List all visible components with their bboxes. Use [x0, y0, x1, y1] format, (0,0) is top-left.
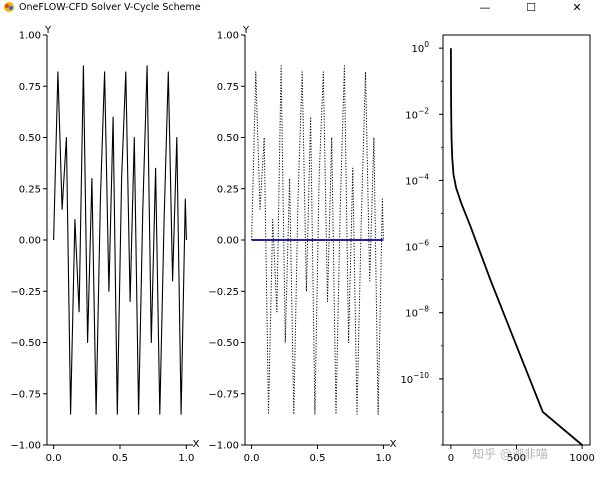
y-tick-label: 0.75 — [217, 82, 239, 93]
x-tick-label: 1.0 — [375, 453, 391, 464]
y-tick-label: 10−8 — [405, 305, 429, 320]
y-tick-label: 0.25 — [19, 184, 41, 195]
y-tick-label: 0.75 — [19, 82, 41, 93]
x-tick-label: 0.5 — [310, 453, 326, 464]
y-tick-label: 10−2 — [405, 106, 429, 121]
x-axis-label: X — [193, 439, 200, 450]
y-tick-label: −0.50 — [10, 338, 41, 349]
maximize-button[interactable]: ☐ — [526, 0, 536, 14]
x-tick-label: 0.5 — [112, 453, 128, 464]
series-line-1 — [449, 48, 583, 446]
y-tick-label: −0.75 — [208, 389, 239, 400]
series-line-1 — [53, 65, 187, 415]
y-tick-label: 0.25 — [217, 184, 239, 195]
y-tick-label: 0.50 — [19, 133, 41, 144]
y-tick-label: −0.25 — [208, 287, 239, 298]
plot-2: Y X 1.00 0.75 0.50 0.25 0.00 −0.25 −0.50 −0.75 −1.… — [208, 25, 396, 464]
y-tick-label: −0.50 — [208, 338, 239, 349]
y-tick-label: 0.00 — [217, 236, 239, 247]
y-tick-label: −0.25 — [10, 287, 41, 298]
y-tick-label: −1.00 — [208, 441, 239, 452]
x-tick-label: 0.0 — [244, 453, 260, 464]
watermark: 知乎 @迦非喵 — [472, 447, 548, 461]
close-button[interactable]: ✕ — [572, 0, 582, 14]
y-tick-label: 1.00 — [19, 31, 41, 42]
y-tick-label: 10−6 — [405, 239, 429, 254]
x-tick-label: 1000 — [569, 453, 594, 464]
x-tick-label: 0.0 — [46, 453, 62, 464]
y-tick-label: −0.75 — [10, 389, 41, 400]
x-tick-label: 1.0 — [178, 453, 194, 464]
y-axis-label: Y — [44, 25, 52, 36]
plot-figure: Y X 1.00 0.75 0.50 0.25 0.00 −0.25 −0.50 −0.75 −1.… — [0, 14, 600, 475]
minimize-button[interactable]: — — [479, 0, 491, 14]
title-bar: OneFLOW-CFD Solver V-Cycle Scheme — ☐ ✕ — [0, 0, 600, 14]
series-line-1 — [251, 65, 384, 415]
y-tick-label: 1.00 — [217, 31, 239, 42]
x-tick-label: 500 — [507, 453, 526, 464]
y-tick-label: 100 — [411, 40, 429, 55]
y-tick-label: 10−4 — [405, 172, 429, 187]
y-axis-label: Y — [242, 25, 250, 36]
y-tick-label: −1.00 — [10, 441, 41, 452]
x-tick-label: 0 — [448, 453, 454, 464]
app-icon — [4, 2, 14, 12]
plot-3: 100 10−2 10−4 10−6 10−8 10−10 0 500 1000 — [400, 34, 595, 464]
y-tick-label: 0.50 — [217, 133, 239, 144]
y-tick-label: 0.00 — [19, 236, 41, 247]
plot-1: Y X 1.00 0.75 0.50 0.25 0.00 −0.25 −0.50 −0.75 −1.… — [10, 25, 199, 464]
x-axis-label: X — [390, 439, 397, 450]
y-tick-label: 10−10 — [400, 371, 429, 386]
window-controls: — ☐ ✕ — [462, 0, 600, 14]
window-title: OneFLOW-CFD Solver V-Cycle Scheme — [19, 1, 201, 13]
plot-frame — [442, 34, 591, 446]
figure-canvas: YX1.000.750.500.250.00−0.25−0.50−0.75−1.… — [10, 25, 595, 464]
